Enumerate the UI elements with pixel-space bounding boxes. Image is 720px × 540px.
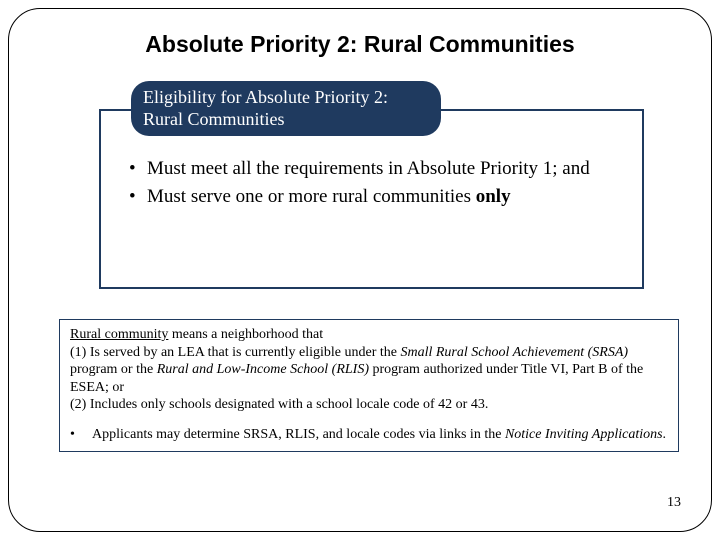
eligibility-header-line1: Eligibility for Absolute Priority 2: bbox=[143, 87, 388, 107]
eligibility-header-line2: Rural Communities bbox=[143, 109, 285, 129]
slide-frame: Absolute Priority 2: Rural Communities E… bbox=[8, 8, 712, 532]
definition-followup: • Applicants may determine SRSA, RLIS, a… bbox=[70, 426, 668, 444]
def-line2: (2) Includes only schools designated wit… bbox=[70, 397, 488, 412]
followup-pre: Applicants may determine SRSA, RLIS, and… bbox=[92, 427, 505, 442]
eligibility-box: Eligibility for Absolute Priority 2: Rur… bbox=[99, 109, 644, 289]
eligibility-header: Eligibility for Absolute Priority 2: Rur… bbox=[131, 81, 441, 136]
bullet-text: Must meet all the requirements in Absolu… bbox=[147, 157, 590, 181]
slide-title: Absolute Priority 2: Rural Communities bbox=[9, 31, 711, 58]
bullet-dot-icon: • bbox=[129, 157, 147, 181]
definition-lead: means a neighborhood that bbox=[168, 327, 323, 342]
bullet-item: • Must serve one or more rural communiti… bbox=[129, 185, 614, 209]
definition-box: Rural community means a neighborhood tha… bbox=[59, 319, 679, 452]
followup-text: Applicants may determine SRSA, RLIS, and… bbox=[92, 426, 666, 444]
def-line1-mid: program or the bbox=[70, 362, 157, 377]
definition-body: Rural community means a neighborhood tha… bbox=[70, 326, 668, 414]
bullet-item: • Must meet all the requirements in Abso… bbox=[129, 157, 614, 181]
def-line1-pre: (1) Is served by an LEA that is currentl… bbox=[70, 345, 400, 360]
bullet-dot-icon: • bbox=[70, 426, 92, 444]
eligibility-bullets: • Must meet all the requirements in Abso… bbox=[129, 157, 614, 213]
followup-post: . bbox=[663, 427, 667, 442]
bullet2-pre: Must serve one or more rural communities bbox=[147, 186, 476, 207]
bullet-dot-icon: • bbox=[129, 185, 147, 209]
def-rlis: Rural and Low-Income School (RLIS) bbox=[157, 362, 369, 377]
bullet2-bold: only bbox=[476, 186, 511, 207]
page-number: 13 bbox=[667, 495, 681, 511]
definition-term: Rural community bbox=[70, 327, 168, 342]
bullet-text: Must serve one or more rural communities… bbox=[147, 185, 511, 209]
def-srsa: Small Rural School Achievement (SRSA) bbox=[400, 345, 628, 360]
followup-ital: Notice Inviting Applications bbox=[505, 427, 663, 442]
